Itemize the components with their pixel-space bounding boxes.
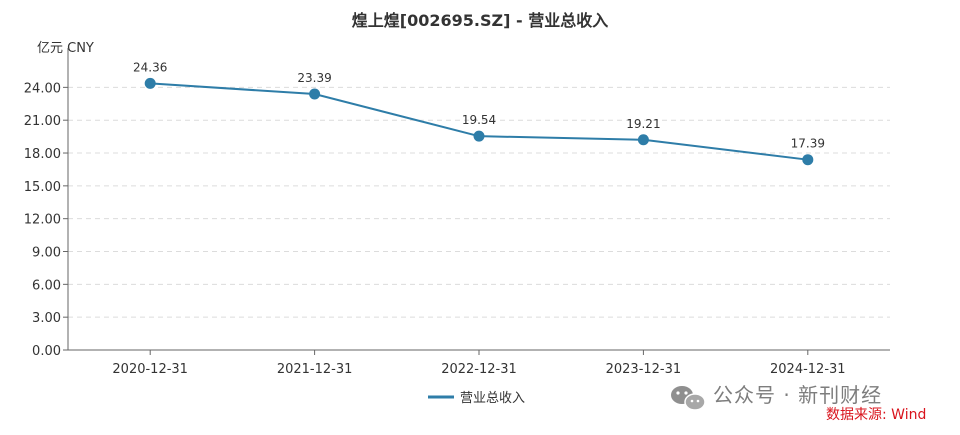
data-point (144, 77, 156, 89)
wechat-icon (671, 386, 706, 411)
y-tick-label: 21.00 (24, 114, 61, 129)
y-tick-label: 6.00 (32, 278, 61, 293)
data-label: 19.21 (626, 117, 660, 131)
legend-label: 营业总收入 (460, 391, 525, 406)
watermark: 公众号 · 新刊财经 (671, 383, 882, 411)
legend[interactable]: 营业总收入 (428, 391, 525, 406)
data-labels: 24.36 23.39 19.54 19.21 17.39 (133, 60, 825, 150)
x-tick-label: 2021-12-31 (277, 362, 353, 377)
data-label: 17.39 (791, 137, 825, 151)
y-axis-unit-label: 亿元 CNY (37, 41, 94, 56)
watermark-text: 公众号 · 新刊财经 (713, 383, 882, 407)
y-axis-ticks: 0.00 3.00 6.00 9.00 12.00 15.00 18.00 21.00 24.0… (24, 81, 68, 359)
x-axis-ticks: 2020-12-31 2021-12-31 2022-12-31 2023-12-31… (112, 350, 846, 377)
axes (67, 48, 890, 351)
data-label: 19.54 (462, 113, 496, 127)
data-point (637, 134, 649, 146)
data-point (309, 88, 321, 100)
y-tick-label: 18.00 (24, 147, 61, 162)
x-tick-label: 2024-12-31 (770, 362, 846, 377)
x-tick-label: 2020-12-31 (112, 362, 188, 377)
y-tick-label: 0.00 (32, 344, 61, 359)
data-point (473, 130, 485, 142)
data-point (802, 154, 814, 166)
y-tick-label: 15.00 (24, 180, 61, 195)
series-layer (144, 77, 814, 166)
data-label: 24.36 (133, 60, 167, 74)
y-tick-label: 9.00 (32, 246, 61, 261)
data-source-note: 数据来源: Wind (826, 407, 927, 423)
data-label: 23.39 (297, 71, 331, 85)
y-tick-label: 12.00 (24, 213, 61, 228)
y-tick-label: 24.00 (24, 81, 61, 96)
chart-title: 煌上煌[002695.SZ] - 营业总收入 (352, 11, 608, 30)
x-tick-label: 2023-12-31 (606, 362, 682, 377)
y-tick-label: 3.00 (32, 311, 61, 326)
x-tick-label: 2022-12-31 (441, 362, 517, 377)
